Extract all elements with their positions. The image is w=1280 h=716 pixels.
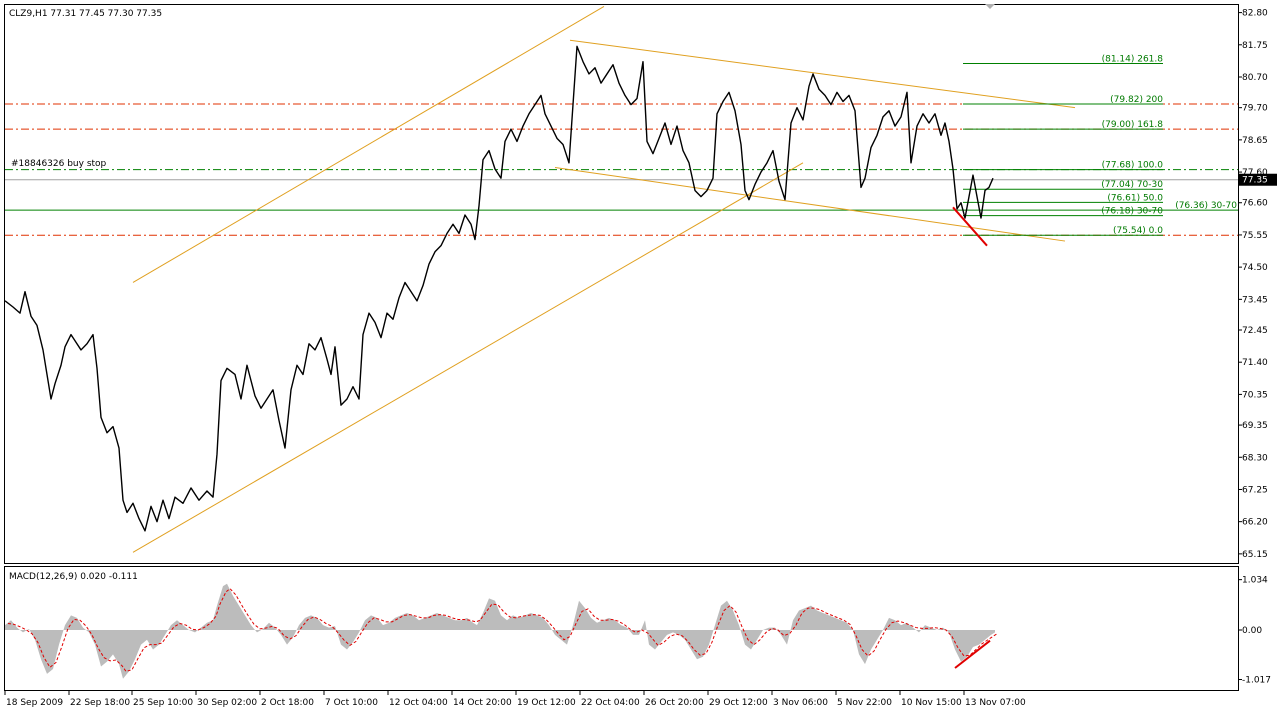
price-tick-label: 78.65 (1242, 136, 1268, 146)
time-tick-label: 22 Oct 04:00 (581, 698, 640, 708)
current-price-box (1239, 173, 1277, 186)
red-divergence-mark (952, 206, 988, 247)
macd-tick-label: 1.034 (1242, 576, 1268, 586)
price-tick-label: 66.20 (1242, 518, 1268, 528)
fib-level-label: (76.18) 30-70 (1101, 207, 1163, 217)
price-tick-label: 73.45 (1242, 295, 1268, 305)
price-series-line (4, 45, 994, 532)
price-tick-label: 76.60 (1242, 199, 1268, 209)
price-tick-label: 71.40 (1242, 358, 1268, 368)
macd-signal-line (7, 587, 999, 672)
time-tick-label: 10 Nov 15:00 (901, 698, 962, 708)
macd-pane-frame (4, 566, 1239, 691)
time-tick-label: 14 Oct 20:00 (453, 698, 512, 708)
price-tick-label: 82.80 (1242, 9, 1268, 19)
fib-level-label: (75.54) 0.0 (1113, 226, 1163, 236)
price-tick-label: 77.60 (1242, 168, 1268, 178)
trend-line-lower-channel (132, 162, 804, 553)
time-tick-label: 2 Oct 18:00 (261, 698, 314, 708)
price-tick-label: 67.25 (1242, 485, 1268, 495)
price-tick-label: 70.35 (1242, 390, 1268, 400)
time-tick-label: 22 Sep 18:00 (70, 698, 130, 708)
time-tick-label: 30 Sep 02:00 (197, 698, 257, 708)
trend-line-bottom-wedge (554, 166, 1066, 242)
symbol-header: CLZ9,H1 77.31 77.45 77.30 77.35 (9, 9, 162, 19)
time-tick-label: 18 Sep 2009 (6, 698, 63, 708)
time-tick-label: 13 Nov 07:00 (965, 698, 1026, 708)
side-level-label: (76.36) 30-70 (1175, 201, 1237, 211)
time-tick-label: 25 Sep 10:00 (133, 698, 193, 708)
trend-line-top-wedge (569, 39, 1076, 109)
fib-level-label: (76.61) 50.0 (1107, 193, 1163, 203)
time-tick-label: 26 Oct 20:00 (645, 698, 704, 708)
price-tick-label: 72.45 (1242, 326, 1268, 336)
time-tick-label: 7 Oct 10:00 (325, 698, 378, 708)
trend-line-upper-channel (132, 6, 605, 283)
price-tick-label: 79.70 (1242, 104, 1268, 114)
price-tick-label: 65.15 (1242, 550, 1268, 560)
time-tick-label: 29 Oct 12:00 (709, 698, 768, 708)
price-tick-label: 68.30 (1242, 453, 1268, 463)
macd-red-mark (954, 639, 991, 669)
fib-level-label: (79.00) 161.8 (1102, 120, 1164, 130)
macd-tick-label: -1.017 (1242, 676, 1271, 686)
scroll-shift-marker[interactable] (985, 4, 995, 9)
time-tick-label: 5 Nov 22:00 (837, 698, 892, 708)
fib-level-label: (77.68) 100.0 (1102, 161, 1164, 171)
current-price-label: 77.35 (1242, 176, 1268, 186)
macd-tick-label: 0.00 (1242, 626, 1262, 636)
fib-level-label: (77.04) 70-30 (1101, 180, 1163, 190)
fib-level-label: (79.82) 200 (1110, 95, 1163, 105)
time-tick-label: 3 Nov 06:00 (773, 698, 828, 708)
price-tick-label: 80.70 (1242, 73, 1268, 83)
main-pane-frame (4, 4, 1239, 564)
time-tick-label: 19 Oct 12:00 (517, 698, 576, 708)
price-tick-label: 81.75 (1242, 41, 1268, 51)
macd-label: MACD(12,26,9) 0.020 -0.111 (9, 572, 138, 582)
order-line-label: #18846326 buy stop (11, 159, 107, 169)
price-tick-label: 75.55 (1242, 231, 1268, 241)
price-tick-label: 74.50 (1242, 263, 1268, 273)
fib-level-label: (81.14) 261.8 (1102, 55, 1164, 65)
time-tick-label: 12 Oct 04:00 (389, 698, 448, 708)
price-tick-label: 69.35 (1242, 421, 1268, 431)
